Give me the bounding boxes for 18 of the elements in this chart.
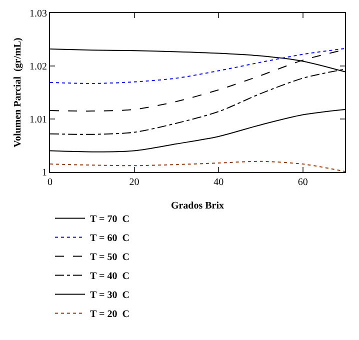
x-tick-label: 40 (214, 177, 224, 188)
y-tick-label: 1.03 (30, 8, 47, 20)
legend-label: T = 60 C (90, 233, 130, 244)
legend-label: T = 50 C (90, 252, 130, 264)
y-axis-title: Volumen Parcial (gr/mL) (12, 38, 24, 148)
legend-label: T = 30 C (90, 290, 130, 302)
x-tick-label: 20 (129, 177, 140, 188)
line-series (50, 160, 345, 172)
legend-label: T = 70 C (90, 214, 130, 226)
x-tick-label: 0 (48, 177, 52, 188)
legend-label: T = 20 C (90, 309, 130, 320)
line-series (50, 48, 345, 84)
x-tick-label: 60 (298, 177, 308, 188)
legend-label: T = 40 C (90, 271, 130, 282)
x-axis-title: Grados Brix (170, 200, 224, 212)
y-tick-label: 1 (42, 168, 47, 178)
y-tick-label: 1.02 (30, 62, 47, 72)
y-tick-label: 1.01 (30, 114, 47, 126)
